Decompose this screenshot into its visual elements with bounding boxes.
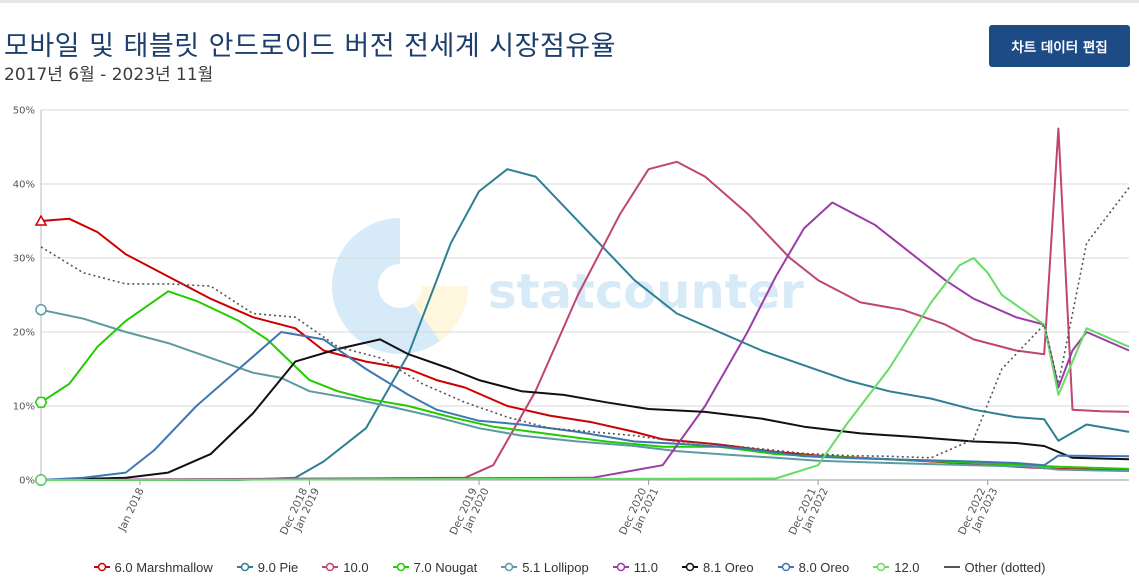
legend-item-11-0[interactable]: 11.0 <box>612 556 659 578</box>
series-line-8-0-oreo[interactable] <box>40 331 1130 481</box>
legend-swatch <box>777 562 794 572</box>
series-marker-7-0-nougat <box>34 396 48 408</box>
legend-swatch <box>612 562 629 572</box>
legend-item-10-0[interactable]: 10.0 <box>322 556 369 578</box>
chart-legend: 6.0 Marshmallow 9.0 Pie 10.0 7.0 Nougat 5.1 … <box>0 556 1139 578</box>
legend-swatch <box>392 562 409 572</box>
series-line-8-1-oreo[interactable] <box>40 338 1130 481</box>
y-tick-label: 40% <box>13 180 35 191</box>
legend-label: Other (dotted) <box>964 559 1046 575</box>
edit-chart-data-button[interactable]: 차트 데이터 편집 <box>989 25 1130 67</box>
legend-item-8-1-oreo[interactable]: 8.1 Oreo <box>682 556 754 578</box>
series-line-10-0[interactable] <box>40 127 1130 481</box>
legend-swatch <box>873 562 890 572</box>
legend-label: 9.0 Pie <box>257 559 299 575</box>
legend-item-5-1-lollipop[interactable]: 5.1 Lollipop <box>501 556 589 578</box>
legend-label: 8.1 Oreo <box>703 559 754 575</box>
legend-swatch <box>682 562 699 572</box>
x-tick-label: Jan 2018 <box>116 486 147 534</box>
top-rule <box>0 0 1139 3</box>
legend-swatch <box>236 562 253 572</box>
y-tick-label: 10% <box>13 402 35 413</box>
legend-label: 6.0 Marshmallow <box>114 559 213 575</box>
legend-label: 5.1 Lollipop <box>522 559 589 575</box>
series-marker-12-0 <box>35 474 47 486</box>
series-line-5-1-lollipop[interactable] <box>40 308 1130 473</box>
series-line-11-0[interactable] <box>40 201 1130 481</box>
legend-swatch <box>322 562 339 572</box>
legend-label: 7.0 Nougat <box>413 559 478 575</box>
legend-swatch <box>501 562 518 572</box>
statcounter-watermark: statcounter <box>332 218 804 354</box>
series-marker-6-0-marshmallow <box>34 214 48 226</box>
series-line-12-0[interactable] <box>40 257 1130 481</box>
legend-item-6-0-marshmallow[interactable]: 6.0 Marshmallow <box>93 556 213 578</box>
legend-swatch <box>943 566 960 568</box>
y-tick-label: 30% <box>13 254 35 265</box>
legend-label: 12.0 <box>894 559 920 575</box>
line-chart: statcounter 0%10%20%30%40%50% Jan 2018 De… <box>13 106 1130 537</box>
chart-subtitle: 2017년 6월 - 2023년 11월 <box>4 65 214 85</box>
series-marker-5-1-lollipop <box>35 304 47 316</box>
legend-item-other-dotted[interactable]: Other (dotted) <box>943 556 1046 578</box>
series-line-other-dotted[interactable] <box>40 187 1130 459</box>
chart-title: 모바일 및 태블릿 안드로이드 버전 전세계 시장점유율 <box>4 31 616 62</box>
series-line-9-0-pie[interactable] <box>41 168 1130 481</box>
legend-label: 11.0 <box>633 559 659 575</box>
legend-swatch <box>93 562 110 572</box>
legend-label: 10.0 <box>343 559 369 575</box>
y-tick-label: 0% <box>19 476 35 487</box>
legend-item-7-0-nougat[interactable]: 7.0 Nougat <box>392 556 478 578</box>
legend-item-8-0-oreo[interactable]: 8.0 Oreo <box>777 556 850 578</box>
legend-item-12-0[interactable]: 12.0 <box>873 556 920 578</box>
legend-label: 8.0 Oreo <box>798 559 850 575</box>
legend-item-9-0-pie[interactable]: 9.0 Pie <box>236 556 299 578</box>
y-tick-label: 20% <box>13 328 35 339</box>
y-tick-label: 50% <box>13 106 35 117</box>
watermark-text: statcounter <box>488 264 804 320</box>
